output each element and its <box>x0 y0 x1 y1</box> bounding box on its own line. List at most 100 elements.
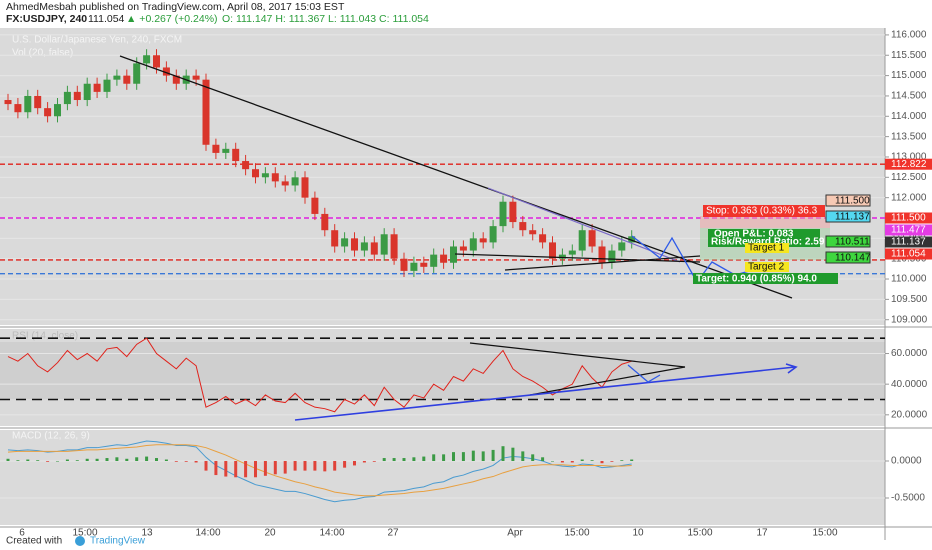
candle-body <box>291 177 299 186</box>
price-badge-label: 112.822 <box>891 159 927 170</box>
candle-body <box>83 83 91 101</box>
histogram-bar <box>580 459 584 462</box>
candle-body <box>618 242 626 251</box>
candle-body <box>459 246 467 251</box>
macd-line <box>7 440 632 503</box>
histogram-bar <box>293 461 297 471</box>
candle-body <box>44 108 52 117</box>
candle-body <box>489 226 497 243</box>
candle-body <box>440 254 448 263</box>
histogram-bar <box>204 461 208 471</box>
candle-body <box>73 91 81 101</box>
x-tick-label: 20 <box>264 528 276 539</box>
trend-line <box>469 342 686 368</box>
x-tick-label: 15:00 <box>564 528 589 539</box>
candle-body <box>519 222 527 231</box>
price-badge <box>885 158 932 170</box>
histogram-bar <box>521 451 525 462</box>
histogram-bar <box>560 461 564 463</box>
arrow-head <box>785 363 798 374</box>
histogram-bar <box>16 460 20 462</box>
candle-body <box>420 262 428 267</box>
histogram-bar <box>551 461 554 462</box>
histogram-bar <box>85 458 89 462</box>
candle-body <box>410 262 418 271</box>
y-tick-label: 112.500 <box>891 172 927 183</box>
histogram-bar <box>372 461 376 462</box>
candle-body <box>598 246 606 263</box>
histogram-bar <box>610 461 614 462</box>
change: ▲ +0.267 (+0.24%) <box>126 13 218 25</box>
candle-body <box>172 75 180 84</box>
target2: Target 2 <box>748 262 785 273</box>
rsi-band <box>0 342 885 399</box>
price-badge <box>885 236 932 248</box>
candle-body <box>390 234 398 259</box>
histogram-bar <box>234 461 238 478</box>
trend-line <box>487 187 681 263</box>
marker: 111.500 <box>835 196 870 207</box>
y-tick-label: 20.0000 <box>891 409 928 420</box>
marker: 111.137 <box>835 212 870 223</box>
x-tick-label: 15:00 <box>687 528 712 539</box>
x-tick-label: 14:00 <box>319 528 344 539</box>
price-badge <box>885 212 932 224</box>
histogram-bar <box>461 452 465 462</box>
candle-body <box>301 177 309 198</box>
histogram-bar <box>353 461 356 466</box>
histogram-bar <box>115 457 119 462</box>
macd-line <box>7 444 632 497</box>
candle-body <box>14 104 22 113</box>
histogram-bar <box>501 446 505 462</box>
histogram-bar <box>145 456 149 462</box>
symbol: FX:USDJPY, 240 <box>6 13 87 25</box>
y-tick-label: 110.000 <box>891 274 927 285</box>
histogram-bar <box>491 449 495 462</box>
histogram-bar <box>46 461 50 462</box>
histogram-bar <box>36 460 40 462</box>
histogram-bar <box>511 447 515 462</box>
histogram-bar <box>620 460 624 462</box>
histogram-bar <box>184 461 188 462</box>
pane-subtitle: Vol (20, false) <box>12 48 73 59</box>
pane-title: MACD (12, 26, 9) <box>12 431 90 442</box>
histogram-bar <box>254 461 257 478</box>
price-badge <box>885 224 932 236</box>
candle-body <box>261 173 269 178</box>
y-tick-label: 114.500 <box>891 91 927 102</box>
candle-body <box>578 230 586 251</box>
candle-body <box>252 169 259 178</box>
histogram-bar <box>26 459 30 462</box>
open-pl: Open P&L: 0.083 <box>714 229 794 240</box>
candle-body <box>509 201 517 223</box>
projection-arrow <box>627 364 661 383</box>
histogram-bar <box>75 460 79 462</box>
price-badge <box>885 248 932 260</box>
histogram-bar <box>382 458 386 462</box>
candle-body <box>321 213 329 231</box>
x-tick-label: 17 <box>756 528 768 539</box>
logo <box>75 536 85 546</box>
histogram-bar <box>135 457 139 462</box>
publisher: AhmedMesbah published on TradingView.com… <box>6 1 345 13</box>
histogram-bar <box>125 458 129 462</box>
x-tick-label: 15:00 <box>812 528 837 539</box>
histogram-bar <box>263 461 267 476</box>
y-tick-label: 109.000 <box>891 314 928 325</box>
footer-brand[interactable]: TradingView <box>90 536 146 547</box>
candle-body <box>341 238 349 247</box>
histogram-bar <box>541 457 545 462</box>
candle-body <box>192 75 200 80</box>
histogram-bar <box>214 461 218 476</box>
histogram-bar <box>323 461 327 472</box>
histogram-bar <box>422 456 426 462</box>
candle-body <box>608 250 616 263</box>
marker-box <box>825 194 871 207</box>
histogram-bar <box>412 457 416 462</box>
candle-body <box>113 75 121 80</box>
candle-body <box>281 181 289 186</box>
candle-body <box>499 201 507 227</box>
pl-box <box>708 229 820 247</box>
histogram-bar <box>630 459 634 462</box>
candle-body <box>479 238 487 243</box>
